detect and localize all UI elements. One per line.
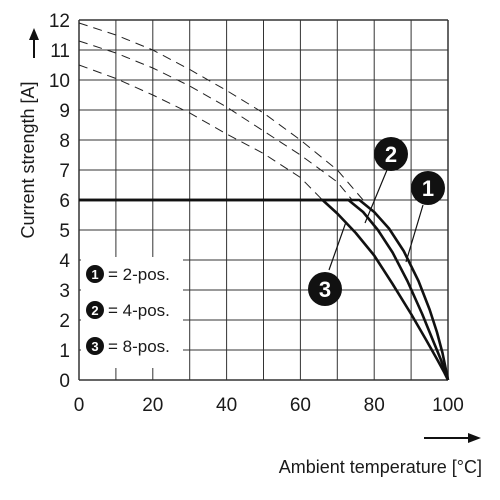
callout-leader-3 [328, 221, 347, 271]
callout-badge-label-2: 2 [385, 142, 397, 167]
legend-item-2-pos: 1 = 2-pos. [86, 265, 170, 284]
dashed-curve-8-pos [78, 64, 323, 201]
x-tick-label: 0 [74, 395, 85, 416]
legend-badge-label: 2 [91, 303, 98, 318]
legend-item-8-pos: 3 = 8-pos. [86, 337, 170, 356]
x-tick-label: 20 [142, 395, 163, 416]
dashed-curve-4-pos [78, 40, 353, 201]
y-tick-label: 5 [59, 221, 70, 242]
callout-badge-3 [308, 272, 342, 306]
y-tick-label: 12 [49, 11, 70, 32]
legend: 1 = 2-pos. 2 = 4-pos. 3 = 8-pos. [81, 257, 183, 368]
x-tick-label: 60 [290, 395, 311, 416]
y-tick-label: 3 [59, 281, 70, 302]
y-tick-label: 10 [49, 71, 70, 92]
curve-callouts: 1 2 3 [308, 137, 445, 306]
legend-badge-2 [86, 301, 104, 319]
y-tick-label: 6 [59, 191, 70, 212]
series-line-2-pos [79, 198, 450, 381]
series-line-4-pos [79, 198, 450, 381]
callout-badge-label-1: 1 [422, 176, 434, 201]
callout-badge-2 [374, 137, 408, 171]
y-tick-label: 8 [59, 131, 70, 152]
callout-badge-label-3: 3 [319, 277, 331, 302]
y-tick-label: 7 [59, 161, 70, 182]
x-axis-label: Ambient temperature [°C] [279, 457, 482, 477]
dashed-curve-2-pos [78, 22, 364, 201]
series-line-8-pos [79, 198, 450, 381]
legend-badge-1 [86, 265, 104, 283]
y-axis-label: Current strength [A] [18, 81, 38, 238]
legend-label: = 4-pos. [108, 301, 170, 320]
x-axis-arrowhead-icon [468, 433, 481, 443]
y-tick-label: 1 [59, 341, 70, 362]
legend-item-4-pos: 2 = 4-pos. [86, 301, 170, 320]
y-tick-label: 9 [59, 101, 70, 122]
callout-leader-1 [405, 204, 424, 263]
series-lines [79, 198, 450, 381]
x-tick-label: 80 [364, 395, 385, 416]
y-tick-label: 2 [59, 311, 70, 332]
legend-label: = 8-pos. [108, 337, 170, 356]
callout-badge-1 [411, 171, 445, 205]
y-tick-label: 4 [59, 251, 70, 272]
legend-badge-3 [86, 337, 104, 355]
y-tick-label: 0 [59, 371, 70, 392]
legend-badge-label: 1 [91, 267, 98, 282]
callout-leader-2 [364, 169, 388, 224]
dashed-curves [78, 22, 364, 201]
legend-badge-label: 3 [91, 339, 98, 354]
legend-label: = 2-pos. [108, 265, 170, 284]
y-axis-arrowhead-icon [29, 28, 39, 40]
x-tick-label: 100 [432, 395, 464, 416]
x-tick-label: 40 [216, 395, 237, 416]
y-tick-label: 11 [50, 41, 70, 62]
